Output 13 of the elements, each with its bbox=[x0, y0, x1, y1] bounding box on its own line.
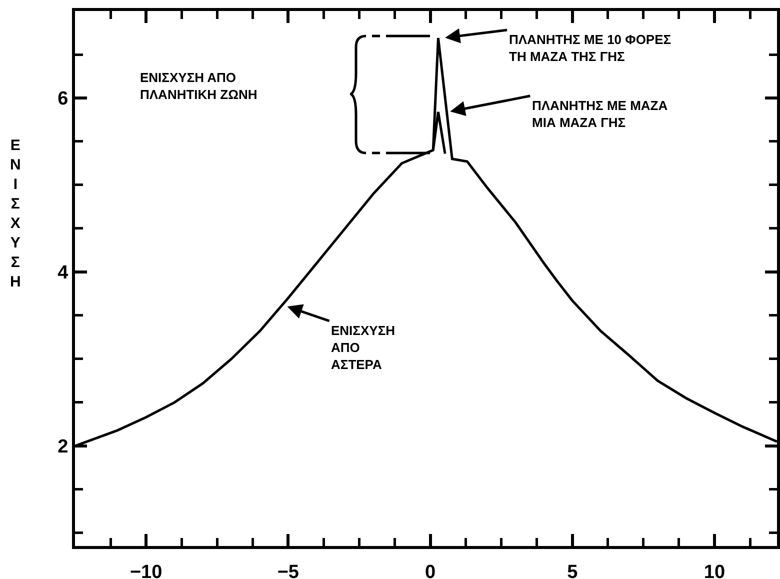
x-tick-label: −5 bbox=[277, 562, 300, 579]
x-tick-label: 10 bbox=[704, 562, 726, 579]
annotation: ΕΝΙΣΧΥΣΗ ΑΠΟ ΑΣΤΕΡΑ bbox=[331, 323, 396, 372]
x-tick-label: −10 bbox=[130, 562, 162, 579]
x-tick-label: 5 bbox=[567, 562, 578, 579]
annotation: ΕΝΙΣΧΥΣΗ ΑΠΟ ΠΛΑΝΗΤΙΚΗ ΖΩΝΗ bbox=[140, 70, 258, 102]
annotation: ΠΛΑΝΗΤΗΣ ΜΕ 10 ΦΟΡΕΣ ΤΗ ΜΑΖΑ ΤΗΣ ΓΗΣ bbox=[509, 32, 672, 64]
y-axis-title: ΕΝΙΣΧΥΣΗ bbox=[10, 137, 21, 290]
y-tick-label: 2 bbox=[58, 436, 68, 458]
x-tick-label: 0 bbox=[424, 562, 436, 579]
y-tick-label: 6 bbox=[58, 88, 68, 110]
annotation: ΠΛΑΝΗΤΗΣ ΜΕ ΜΑΖΑ ΜΙΑ ΜΑΖΑ ΓΗΣ bbox=[532, 98, 668, 130]
y-tick-label: 4 bbox=[58, 262, 69, 284]
